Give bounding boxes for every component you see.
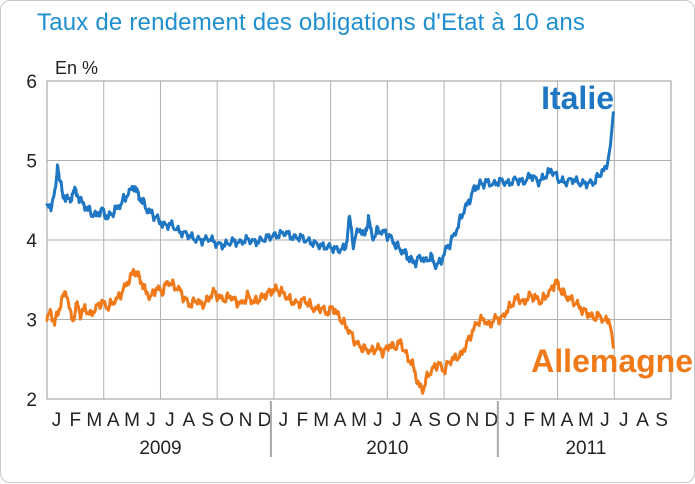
x-tick-label: J bbox=[165, 410, 175, 431]
x-tick-label: D bbox=[258, 410, 272, 431]
x-tick-label: J bbox=[279, 410, 289, 431]
x-tick-label: S bbox=[201, 410, 214, 431]
x-tick-label: O bbox=[219, 410, 234, 431]
x-tick-label: A bbox=[561, 410, 574, 431]
x-tick-label: M bbox=[124, 410, 140, 431]
x-tick-label: S bbox=[428, 410, 441, 431]
year-label: 2010 bbox=[366, 438, 408, 459]
x-tick-label: J bbox=[392, 410, 402, 431]
y-tick-label: 6 bbox=[26, 72, 37, 93]
x-tick-label: J bbox=[373, 410, 383, 431]
x-tick-label: M bbox=[578, 410, 594, 431]
x-tick-label: J bbox=[506, 410, 516, 431]
x-tick-label: J bbox=[146, 410, 156, 431]
y-tick-label: 3 bbox=[26, 311, 37, 332]
x-tick-label: N bbox=[239, 410, 253, 431]
x-tick-label: A bbox=[334, 410, 347, 431]
series-line-allemagne bbox=[45, 267, 615, 395]
series-label-italie: Italie bbox=[541, 80, 614, 116]
year-label: 2009 bbox=[139, 438, 181, 459]
x-tick-label: F bbox=[296, 410, 308, 431]
y-tick-label: 2 bbox=[26, 390, 37, 411]
y-tick-label: 5 bbox=[26, 152, 37, 173]
series-line-italie bbox=[45, 111, 615, 271]
unit-label: En % bbox=[55, 58, 98, 78]
series-label-allemagne: Allemagne bbox=[531, 343, 693, 379]
x-tick-label: O bbox=[446, 410, 461, 431]
x-tick-label: M bbox=[313, 410, 329, 431]
x-tick-label: J bbox=[600, 410, 610, 431]
x-tick-label: M bbox=[351, 410, 367, 431]
x-tick-label: N bbox=[466, 410, 480, 431]
x-tick-label: J bbox=[52, 410, 62, 431]
x-tick-label: A bbox=[636, 410, 649, 431]
year-label: 2011 bbox=[565, 438, 606, 459]
plot-area bbox=[46, 80, 672, 400]
x-tick-label: A bbox=[409, 410, 422, 431]
x-tick-label: S bbox=[655, 410, 668, 431]
x-tick-label: D bbox=[484, 410, 498, 431]
y-tick-label: 4 bbox=[26, 231, 37, 252]
x-tick-label: M bbox=[540, 410, 556, 431]
x-tick-label: F bbox=[523, 410, 535, 431]
chart-title: Taux de rendement des obligations d'Etat… bbox=[37, 9, 586, 36]
x-tick-label: M bbox=[86, 410, 102, 431]
x-tick-label: A bbox=[107, 410, 120, 431]
x-tick-label: A bbox=[182, 410, 195, 431]
x-tick-label: J bbox=[619, 410, 629, 431]
x-tick-label: F bbox=[70, 410, 82, 431]
